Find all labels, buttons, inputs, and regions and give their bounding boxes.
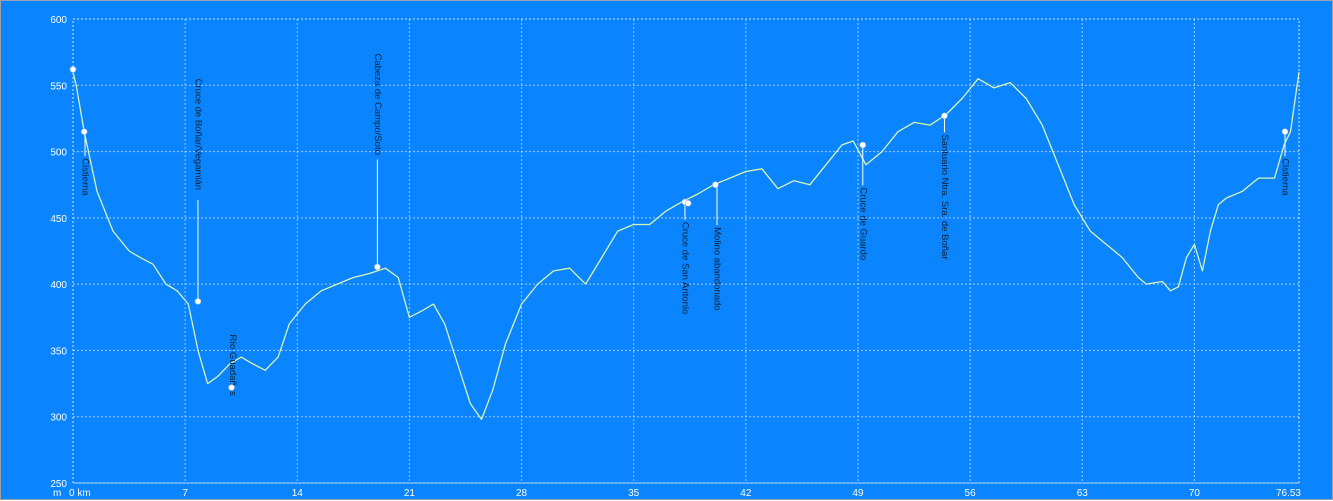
waypoint-marker (69, 66, 77, 73)
x-tick-label: 70 (1189, 488, 1201, 499)
x-tick-label: 35 (628, 488, 640, 499)
x-tick-label: 56 (965, 488, 977, 499)
x-axis: 0 km 7 14 21 28 35 42 49 56 63 70 76.53 m (53, 488, 1301, 499)
grid-layer (72, 18, 1300, 484)
y-tick-label: 600 (50, 15, 67, 26)
y-tick-label: 450 (50, 214, 67, 225)
x-axis-start-label: m (53, 488, 61, 499)
waypoint-label: Cruce de Boñar/Vegamián (192, 79, 203, 190)
waypoint-marker (712, 181, 719, 189)
elevation-line (72, 71, 1300, 421)
waypoint-marker (374, 263, 381, 271)
y-tick-label: 250 (50, 479, 67, 490)
waypoint-marker (941, 112, 948, 120)
x-tick-label: 21 (404, 488, 416, 499)
waypoint-label: Cistierna (1279, 158, 1290, 196)
waypoint-label: Cruce de San Antonio (679, 222, 690, 314)
waypoint-label: Molino abandonado (711, 227, 722, 310)
y-tick-label: 500 (50, 148, 67, 159)
x-tick-label: 49 (852, 488, 864, 499)
marker-layer (69, 66, 1289, 391)
y-tick-label: 550 (50, 81, 67, 92)
y-tick-label: 350 (50, 346, 67, 357)
waypoint-label: Cabeza de Campo/Soto (372, 53, 383, 154)
x-tick-label: 28 (516, 488, 528, 499)
annotation-layer: Cistierna Cruce de Boñar/Vegamián Río Guad… (79, 53, 1290, 396)
waypoint-label: Santuario Ntra. Sra. de Boñar (939, 134, 950, 259)
waypoint-marker (1281, 128, 1289, 135)
x-tick-label: 14 (292, 488, 304, 499)
waypoint-marker (194, 298, 202, 305)
x-tick-label: 76.53 (1276, 488, 1301, 499)
waypoint-marker (228, 384, 235, 391)
waypoint-label: Cruce de Guardo (857, 187, 868, 260)
x-tick-label: 42 (740, 488, 752, 499)
waypoint-label: Cistierna (79, 158, 90, 196)
waypoint-marker (684, 199, 692, 207)
y-tick-label: 400 (50, 280, 67, 291)
y-axis: 250 300 350 400 450 500 550 600 (50, 15, 67, 490)
waypoint-marker (80, 128, 88, 135)
x-tick-label: 7 (182, 488, 188, 499)
series-layer (72, 71, 1300, 421)
x-tick-label: 0 km (69, 488, 91, 499)
waypoint-marker (859, 141, 867, 149)
x-tick-label: 63 (1077, 488, 1089, 499)
y-tick-label: 300 (50, 413, 67, 424)
waypoint-label: Río Guadañas (227, 335, 238, 397)
